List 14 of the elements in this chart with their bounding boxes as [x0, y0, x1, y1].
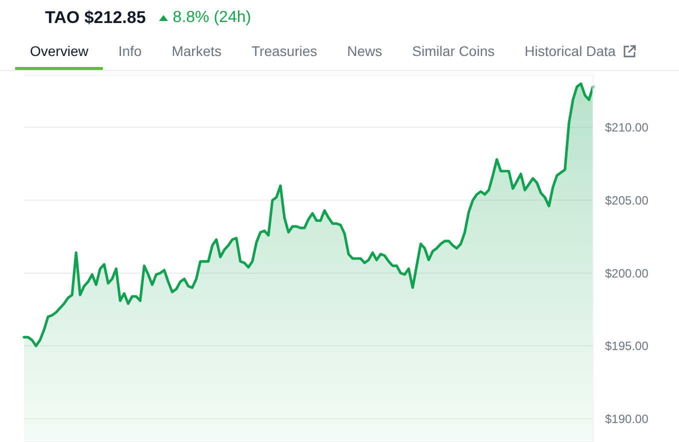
- chart-title: TAO $212.85: [45, 8, 146, 27]
- text: Similar Coins: [412, 42, 495, 61]
- y-tick-label: $195.00: [605, 339, 649, 354]
- text: Info: [118, 42, 142, 61]
- text: News: [347, 42, 382, 61]
- text: Treasuries: [252, 42, 318, 61]
- y-tick-label: $200.00: [605, 266, 649, 280]
- y-tick-label: $190.00: [605, 412, 649, 426]
- text: Markets: [172, 42, 222, 61]
- text: Overview: [30, 42, 88, 61]
- chart-subtitle: 8.8% (24h): [172, 8, 252, 28]
- y-tick-label: $210.00: [605, 120, 649, 135]
- y-tick-label: $205.00: [605, 194, 649, 208]
- text: Historical Data: [524, 42, 616, 61]
